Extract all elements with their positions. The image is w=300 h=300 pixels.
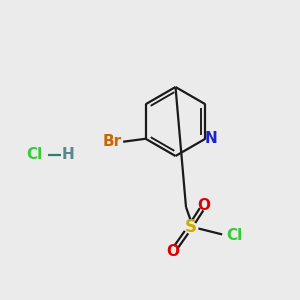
Text: Br: Br (103, 134, 122, 149)
Text: Cl: Cl (26, 147, 43, 162)
Text: O: O (197, 198, 211, 213)
Text: S: S (184, 218, 196, 236)
Text: O: O (166, 244, 179, 260)
Text: H: H (62, 147, 75, 162)
Text: Cl: Cl (226, 228, 243, 243)
Text: N: N (204, 131, 217, 146)
